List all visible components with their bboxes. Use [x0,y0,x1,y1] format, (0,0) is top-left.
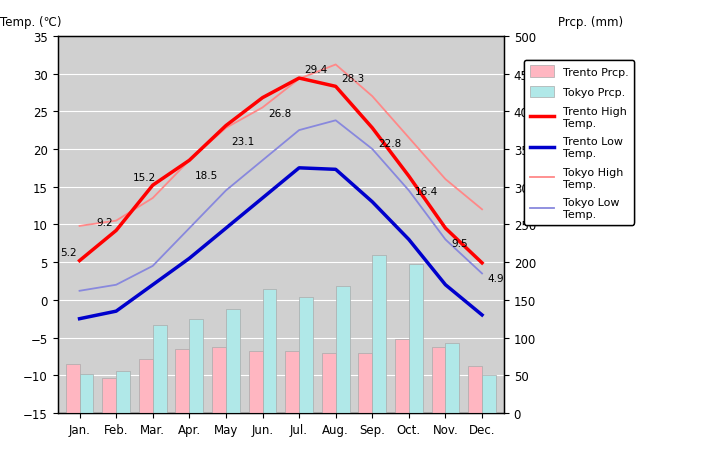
Text: 4.9: 4.9 [487,273,504,283]
Bar [116,371,130,413]
Text: 23.1: 23.1 [231,136,255,146]
Legend: Trento Prcp., Tokyo Prcp., Trento High
Temp., Trento Low
Temp., Tokyo High
Temp.: Trento Prcp., Tokyo Prcp., Trento High T… [524,61,634,225]
Bar [139,359,153,413]
Bar [322,353,336,413]
Bar [446,343,459,413]
Bar [431,347,446,413]
Text: 9.2: 9.2 [96,218,113,227]
Bar [263,289,276,413]
Text: 22.8: 22.8 [378,139,401,149]
Bar [79,374,94,413]
Bar [189,319,203,413]
Text: 28.3: 28.3 [341,73,364,84]
Bar [66,364,79,413]
Bar [153,325,166,413]
Bar [176,349,189,413]
Text: 15.2: 15.2 [133,172,156,182]
Text: 16.4: 16.4 [415,187,438,197]
Bar [336,286,350,413]
Bar [299,297,313,413]
Text: 5.2: 5.2 [60,247,77,257]
Bar [372,255,386,413]
Text: 29.4: 29.4 [305,65,328,75]
Bar [359,353,372,413]
Bar [226,309,240,413]
Text: 26.8: 26.8 [268,108,292,118]
Bar [212,347,226,413]
Bar [409,265,423,413]
Bar [248,352,263,413]
Text: 18.5: 18.5 [195,171,218,181]
Bar [285,352,299,413]
Bar [468,366,482,413]
Bar [482,375,496,413]
Text: Temp. (℃): Temp. (℃) [0,16,61,29]
Bar [395,339,409,413]
Text: Prcp. (mm): Prcp. (mm) [557,16,623,29]
Bar [102,378,116,413]
Text: 9.5: 9.5 [451,239,467,249]
